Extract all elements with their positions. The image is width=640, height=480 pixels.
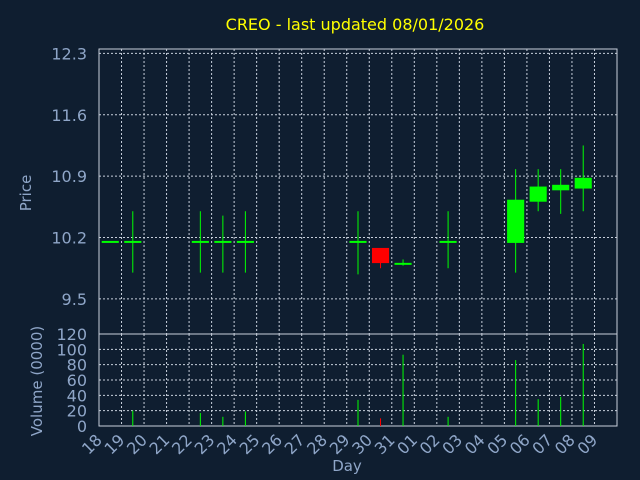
candle-body xyxy=(214,240,232,243)
volume-tick-label: 20 xyxy=(67,402,87,421)
candle-body xyxy=(574,177,592,189)
price-axis-label: Price xyxy=(17,175,35,212)
candle-body xyxy=(394,262,412,265)
x-tick-label: 09 xyxy=(573,430,601,458)
volume-tick-label: 120 xyxy=(56,325,87,344)
candle-body xyxy=(507,199,525,243)
price-tick-label: 10.2 xyxy=(51,229,87,248)
x-axis-label: Day xyxy=(332,457,362,475)
candle-body xyxy=(439,240,457,243)
candle-body xyxy=(349,240,367,243)
candlestick-series xyxy=(101,145,592,275)
volume-tick-label: 0 xyxy=(77,417,87,436)
candle-body xyxy=(529,186,547,202)
price-tick-label: 10.9 xyxy=(51,167,87,186)
volume-tick-label: 80 xyxy=(67,356,87,375)
volume-axis-label: Volume (0000) xyxy=(28,326,46,436)
candle-body xyxy=(371,247,390,264)
price-tick-label: 11.6 xyxy=(51,106,87,125)
x-axis-ticks: 1819202122232425262728293031010203040506… xyxy=(78,430,601,458)
candle-body xyxy=(552,184,570,191)
price-panel: 9.5 10.2 10.9 11.6 12.3 xyxy=(51,44,618,335)
candle-body xyxy=(124,240,142,243)
price-tick-label: 12.3 xyxy=(51,44,87,63)
volume-tick-label: 60 xyxy=(67,371,87,390)
chart-title: CREO - last updated 08/01/2026 xyxy=(226,15,485,34)
candle-body xyxy=(236,240,254,243)
volume-series xyxy=(132,343,584,426)
volume-tick-label: 40 xyxy=(67,386,87,405)
volume-tick-label: 100 xyxy=(56,340,87,359)
candle-body xyxy=(101,240,119,243)
price-tick-label: 9.5 xyxy=(62,290,87,309)
candle-body xyxy=(191,240,209,243)
